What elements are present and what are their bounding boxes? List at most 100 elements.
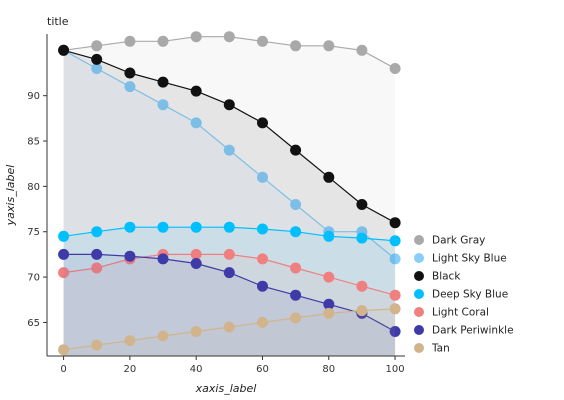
x-tick-label: 80 (322, 364, 335, 375)
data-point-black (290, 144, 302, 156)
axes (46, 34, 405, 357)
series-area-black (63, 50, 396, 357)
data-point-deep-sky-blue (58, 230, 70, 242)
data-point-deep-sky-blue (91, 226, 103, 238)
data-point-dark-periwinkle (257, 280, 268, 292)
legend-item-dark-gray: Dark Gray (414, 235, 485, 247)
data-point-black (223, 99, 235, 111)
data-point-light-sky-blue (157, 99, 169, 111)
x-axis-title: xaxis_label (195, 382, 257, 395)
series-dark-periwinkle (58, 248, 401, 356)
y-tick-label: 70 (27, 273, 40, 284)
data-point-light-coral (223, 248, 235, 260)
data-point-light-sky-blue (223, 144, 235, 156)
series-area-dark-periwinkle (63, 254, 396, 356)
data-point-light-sky-blue (190, 117, 202, 129)
legend: Dark Gray Light Sky Blue Black Deep Sky Blu… (414, 235, 514, 355)
data-point-black (389, 217, 401, 229)
data-point-deep-sky-blue (190, 221, 202, 233)
data-point-light-coral (323, 271, 335, 283)
data-point-deep-sky-blue (356, 232, 368, 244)
data-point-black (356, 199, 368, 210)
data-point-light-coral (356, 280, 368, 292)
data-point-black (190, 85, 202, 97)
data-point-tan (58, 344, 70, 356)
series-dark-gray (58, 31, 401, 356)
series-area-deep-sky-blue (63, 227, 396, 356)
data-point-deep-sky-blue (257, 223, 268, 235)
series-area-light-sky-blue (63, 50, 396, 357)
data-point-dark-gray (290, 40, 302, 52)
data-point-dark-periwinkle (91, 248, 103, 260)
x-tick-label: 60 (256, 364, 269, 375)
data-point-dark-gray (124, 35, 136, 47)
y-tick-label: 75 (27, 227, 40, 238)
y-tick-label: 85 (27, 137, 40, 148)
x-ticks: 0 20 40 60 80 100 (60, 356, 405, 375)
data-point-tan (223, 321, 235, 333)
chart-title: title (47, 15, 69, 28)
legend-marker (414, 289, 424, 299)
series-black (58, 44, 401, 357)
y-tick-label: 65 (27, 318, 40, 329)
data-point-black (323, 171, 335, 183)
data-point-light-sky-blue (91, 63, 103, 74)
data-point-dark-periwinkle (157, 253, 169, 265)
data-point-dark-gray (190, 31, 202, 43)
y-axis-title: yaxis_label (4, 165, 17, 227)
data-point-dark-gray (91, 40, 103, 52)
data-point-light-coral (257, 253, 268, 265)
legend-item-dark-periwinkle: Dark Periwinkle (414, 325, 514, 337)
legend-item-deep-sky-blue: Deep Sky Blue (414, 289, 508, 301)
legend-label: Light Coral (432, 307, 489, 319)
data-point-deep-sky-blue (223, 221, 235, 233)
data-point-dark-gray (257, 35, 268, 47)
data-point-dark-periwinkle (58, 248, 70, 260)
data-point-tan (91, 339, 103, 351)
data-point-black (157, 76, 169, 88)
data-point-tan (323, 307, 335, 319)
y-ticks: 65 70 75 80 85 90 (27, 91, 47, 329)
data-point-deep-sky-blue (124, 221, 136, 233)
data-point-black (124, 67, 136, 79)
data-point-dark-gray (356, 44, 368, 56)
legend-marker (414, 325, 424, 335)
data-point-dark-periwinkle (290, 289, 302, 301)
x-tick-label: 0 (60, 364, 66, 375)
data-point-light-coral (91, 262, 103, 274)
data-point-dark-periwinkle (124, 250, 136, 262)
legend-marker (414, 253, 424, 263)
data-point-light-sky-blue (257, 171, 268, 183)
data-point-tan (356, 305, 368, 317)
legend-marker (414, 235, 424, 245)
legend-label: Dark Gray (432, 235, 485, 247)
data-point-dark-periwinkle (223, 267, 235, 279)
data-point-deep-sky-blue (157, 221, 169, 233)
data-point-black (91, 53, 103, 65)
data-point-dark-gray (223, 31, 235, 43)
data-point-light-sky-blue (290, 199, 302, 210)
data-point-tan (124, 335, 136, 347)
data-point-light-coral (190, 248, 202, 260)
legend-label: Dark Periwinkle (432, 325, 514, 337)
data-point-dark-periwinkle (323, 298, 335, 310)
legend-item-tan: Tan (414, 343, 450, 355)
legend-label: Deep Sky Blue (432, 289, 508, 301)
data-point-dark-periwinkle (389, 326, 401, 337)
data-point-black (257, 117, 268, 129)
series-area-dark-gray (63, 36, 396, 356)
series-tan (58, 303, 401, 356)
data-point-tan (157, 330, 169, 342)
y-tick-label: 80 (27, 182, 40, 193)
data-point-black (58, 44, 70, 56)
legend-label: Tan (431, 343, 450, 355)
series-light-coral (58, 248, 401, 356)
data-point-deep-sky-blue (323, 230, 335, 242)
x-tick-label: 40 (190, 364, 203, 375)
x-tick-label: 20 (124, 364, 137, 375)
data-point-deep-sky-blue (290, 226, 302, 238)
data-point-dark-gray (323, 40, 335, 52)
plot-area (58, 31, 401, 357)
data-point-dark-periwinkle (190, 258, 202, 269)
